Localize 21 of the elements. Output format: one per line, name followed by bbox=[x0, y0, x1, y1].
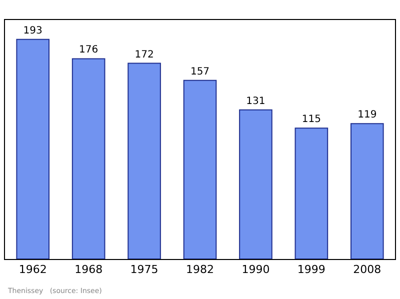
data-label: 115 bbox=[302, 114, 321, 126]
x-tick-label: 1962 bbox=[18, 263, 47, 276]
bar bbox=[128, 62, 161, 259]
x-tick-label: 1999 bbox=[297, 263, 326, 276]
bar bbox=[72, 58, 106, 259]
bar bbox=[16, 38, 50, 259]
x-tick-label: 1968 bbox=[74, 263, 103, 276]
bar bbox=[239, 109, 272, 259]
data-label: 176 bbox=[79, 44, 98, 56]
bar bbox=[183, 80, 217, 259]
x-tick-label: 1990 bbox=[242, 263, 270, 276]
data-label: 131 bbox=[246, 96, 266, 107]
data-label: 119 bbox=[358, 110, 377, 121]
data-label: 193 bbox=[23, 25, 42, 36]
bar bbox=[294, 128, 328, 259]
x-tick-label: 1982 bbox=[186, 263, 214, 276]
data-label: 157 bbox=[190, 66, 210, 78]
bar bbox=[350, 123, 384, 259]
x-tick-label: 2008 bbox=[353, 263, 382, 276]
x-tick-label: 1975 bbox=[130, 263, 158, 276]
data-label: 172 bbox=[134, 49, 154, 60]
